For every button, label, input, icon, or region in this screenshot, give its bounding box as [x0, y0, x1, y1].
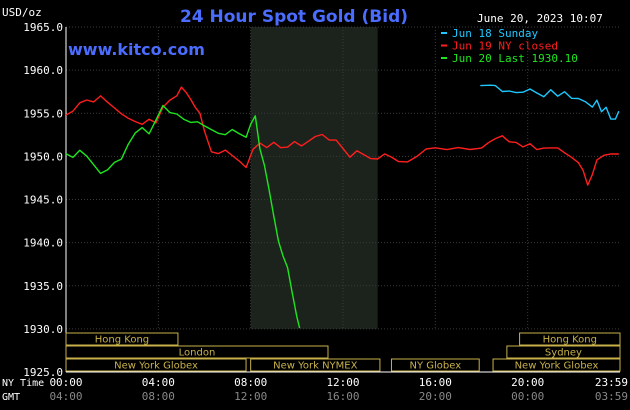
session-bar: Sydney: [506, 345, 621, 359]
session-bar: New York Globex: [492, 358, 621, 372]
session-label: New York Globex: [515, 361, 599, 372]
x-axis: NY TimeGMT00:0004:0004:0008:0008:0012:00…: [2, 376, 628, 403]
session-bar: New York Globex: [65, 358, 247, 372]
session-bars: Hong Kong Hong Kong London Sydney New York G…: [65, 332, 621, 373]
legend-entry: Jun 18 Sunday: [452, 27, 538, 40]
x-tick-label-ny: 23:59: [595, 376, 628, 389]
x-tick-label-gmt: 20:00: [419, 390, 452, 403]
chart-title: 24 Hour Spot Gold (Bid): [180, 7, 408, 27]
session-label: New York Globex: [114, 361, 198, 372]
session-label: London: [179, 348, 216, 359]
y-tick-label: 1930.0: [23, 323, 63, 336]
series-line-3: [65, 104, 301, 329]
series-line-1: [480, 84, 620, 120]
y-axis-label: USD/oz: [2, 6, 42, 19]
session-label: NY Globex: [410, 361, 462, 372]
x-tick-label-ny: 08:00: [234, 376, 267, 389]
y-tick-label: 1945.0: [23, 194, 63, 207]
legend-entry: Jun 20 Last 1930.10: [452, 52, 578, 65]
y-tick-label: 1965.0: [23, 21, 63, 34]
y-tick-label: 1955.0: [23, 107, 63, 120]
session-label: Hong Kong: [543, 335, 597, 346]
session-bar: New York NYMEX: [250, 358, 381, 372]
session-label: Sydney: [545, 348, 582, 359]
session-bar: NY Globex: [390, 358, 480, 372]
x-tick-label-ny: 12:00: [326, 376, 359, 389]
x-tick-label-gmt: 03:59: [595, 390, 628, 403]
session-highlight: [250, 27, 378, 329]
x-axis-label-ny: NY Time: [2, 378, 44, 389]
chart-timestamp: June 20, 2023 10:07: [477, 12, 603, 25]
x-tick-label-ny: 16:00: [419, 376, 452, 389]
x-tick-label-gmt: 08:00: [142, 390, 175, 403]
series-line-2: [65, 86, 619, 186]
x-tick-label-ny: 00:00: [49, 376, 82, 389]
series-layer: [65, 84, 620, 329]
session-label: Hong Kong: [95, 335, 149, 346]
y-tick-label: 1960.0: [23, 64, 63, 77]
x-tick-label-gmt: 04:00: [49, 390, 82, 403]
x-tick-label-gmt: 12:00: [234, 390, 267, 403]
session-bar: Hong Kong: [519, 332, 621, 346]
y-tick-label: 1950.0: [23, 150, 63, 163]
x-tick-label-gmt: 16:00: [326, 390, 359, 403]
highlight-layer: [250, 27, 378, 329]
x-tick-label-ny: 04:00: [142, 376, 175, 389]
x-tick-label-ny: 20:00: [511, 376, 544, 389]
legend-entry: Jun 19 NY closed: [452, 40, 558, 53]
y-tick-label: 1940.0: [23, 237, 63, 250]
y-axis: 1965.0 1960.0 1955.0 1950.0 1945.0 1940.0 1935…: [23, 21, 63, 379]
session-bar: Hong Kong: [65, 332, 179, 346]
x-axis-label-gmt: GMT: [2, 392, 20, 403]
x-tick-label-gmt: 00:00: [511, 390, 544, 403]
y-tick-label: 1925.0: [23, 366, 63, 379]
y-tick-label: 1935.0: [23, 280, 63, 293]
source-label: www.kitco.com: [68, 40, 205, 59]
session-bar: London: [65, 345, 329, 359]
session-label: New York NYMEX: [273, 361, 358, 372]
